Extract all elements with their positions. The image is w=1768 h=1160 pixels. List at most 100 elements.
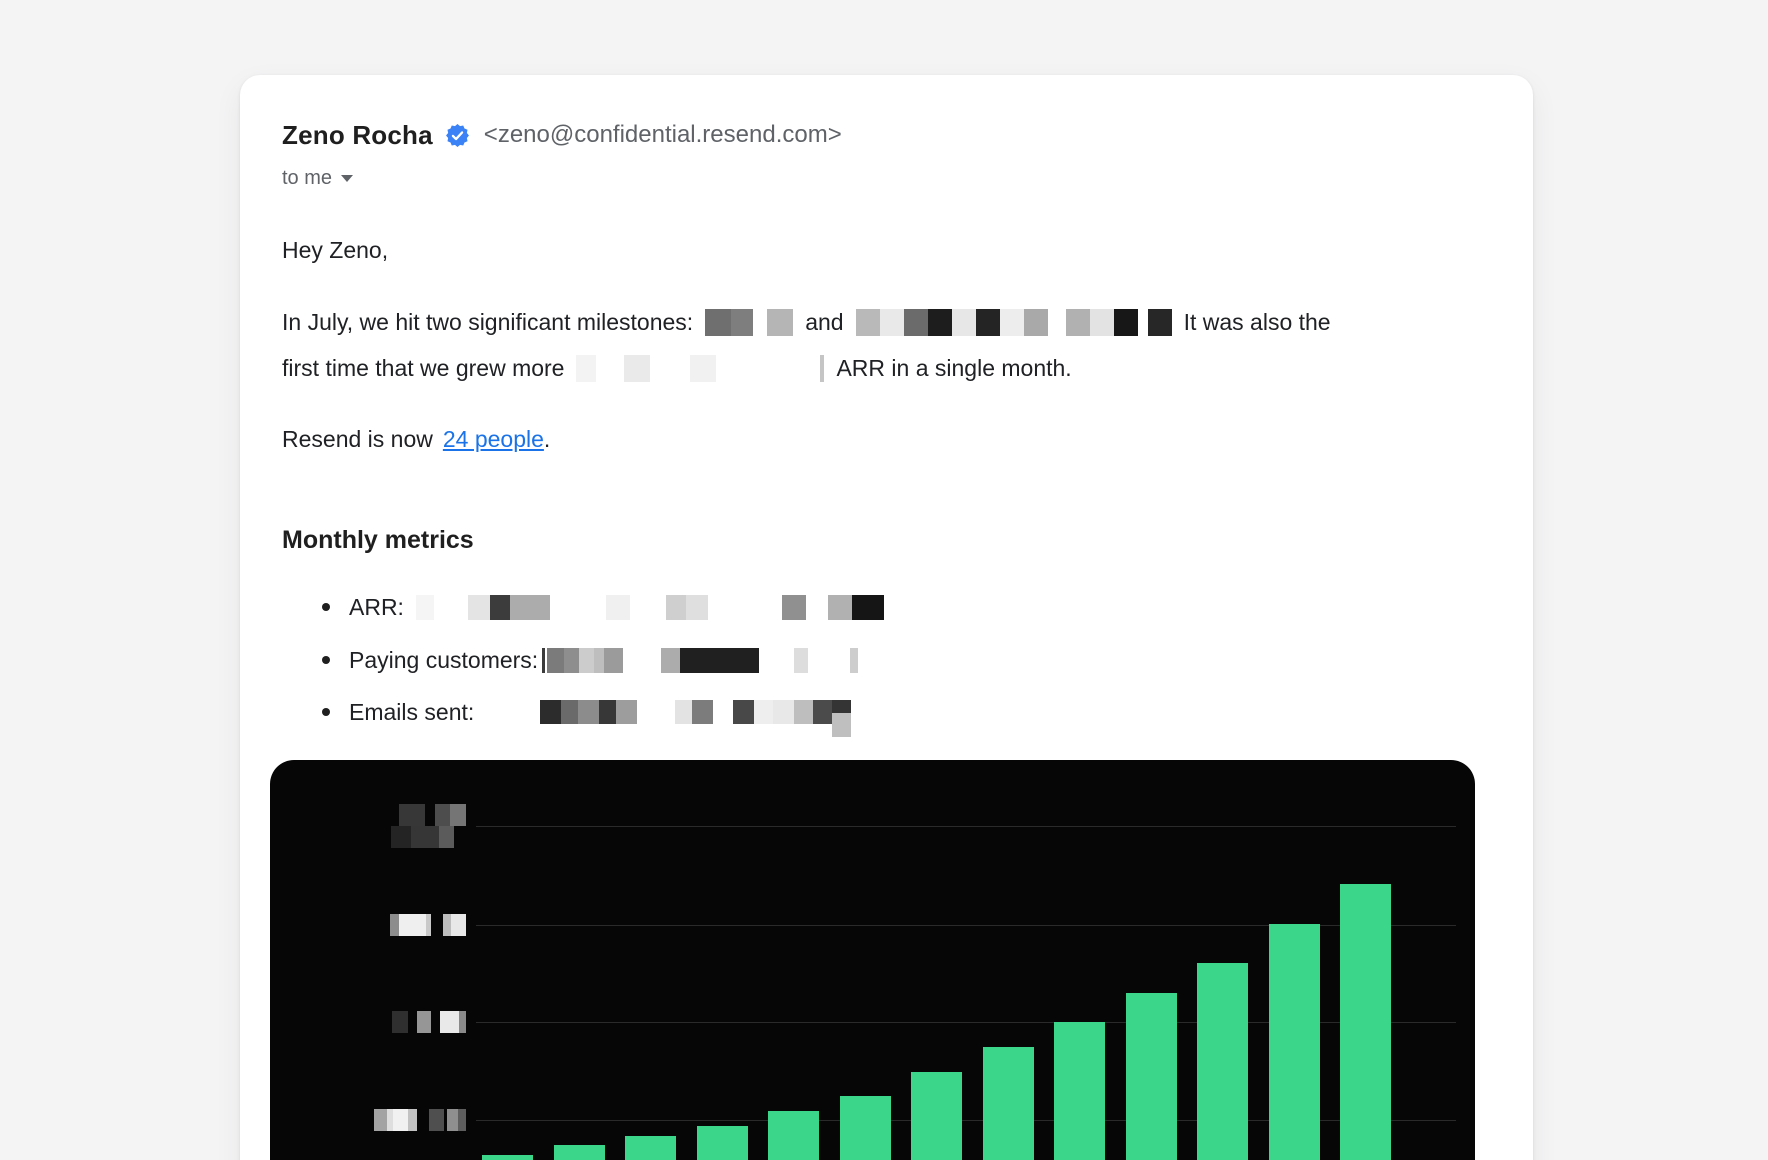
redaction-block [489, 594, 510, 620]
redaction-block [447, 1109, 458, 1131]
redaction-block [605, 594, 630, 620]
redaction-block [827, 594, 852, 620]
body-text: Resend is now [282, 426, 433, 452]
y-axis-label-redacted [340, 804, 466, 848]
redaction-block [1089, 308, 1114, 336]
redaction-block [399, 804, 425, 826]
chart-bar [768, 1111, 819, 1160]
redaction-block [650, 355, 690, 382]
bullet-icon [322, 708, 330, 716]
body-line-1: In July, we hit two significant mileston… [282, 299, 1331, 345]
redaction-block [458, 1109, 466, 1131]
redaction-block [705, 308, 732, 336]
gridline [476, 826, 1456, 827]
chart-bar [625, 1136, 676, 1160]
redaction-block [713, 700, 733, 724]
redaction-block [851, 594, 884, 620]
redaction-block [440, 1011, 459, 1033]
redaction-block [708, 595, 782, 620]
email-card: Zeno Rocha <zeno@confidential.resend.com… [240, 75, 1533, 1160]
redaction-block [387, 1109, 393, 1131]
to-me-dropdown[interactable]: to me [282, 165, 354, 191]
redaction-block [794, 700, 814, 724]
redaction-block [374, 1109, 387, 1131]
redaction-block [467, 594, 490, 620]
chart-bars [270, 760, 1475, 1160]
body-line-2: first time that we grew more ARR in a si… [282, 345, 1072, 391]
redaction-block [417, 1011, 431, 1033]
redaction-block [951, 308, 976, 336]
redaction-block [661, 647, 681, 673]
redaction-block [855, 308, 880, 336]
metrics-chart [270, 760, 1475, 1160]
redaction-block [927, 308, 952, 336]
24-people-link[interactable]: 24 people [442, 426, 544, 452]
redaction-block [429, 1109, 444, 1131]
redaction-row [340, 1109, 466, 1131]
redaction-block [616, 700, 638, 724]
redaction-block [665, 594, 686, 620]
redaction-block [806, 595, 828, 620]
redaction-block [434, 595, 468, 620]
y-axis-label-redacted [340, 1011, 466, 1033]
verified-badge-icon [445, 123, 470, 148]
redaction-block [754, 700, 774, 724]
redaction-block [1065, 308, 1090, 336]
bullet-icon [322, 603, 330, 611]
redaction-block [767, 308, 794, 336]
chart-bar [1340, 884, 1391, 1160]
chart-bar [911, 1072, 962, 1160]
redaction-block [759, 648, 794, 673]
chart-bar [554, 1145, 605, 1160]
sender-name: Zeno Rocha [282, 119, 433, 150]
redaction-block [578, 700, 600, 724]
redaction-block [832, 713, 852, 737]
redaction-block [408, 1109, 417, 1131]
redaction-block [692, 700, 714, 724]
redacted-milestone-2 [855, 308, 1172, 336]
redacted-milestone-1 [705, 308, 794, 336]
gridline [476, 1120, 1456, 1121]
redaction-block [1048, 309, 1066, 336]
redaction-block [999, 308, 1024, 336]
redaction-block [576, 354, 597, 382]
redaction-block [623, 648, 661, 673]
gridline [476, 925, 1456, 926]
redaction-block [564, 647, 580, 673]
redaction-block [415, 594, 434, 620]
redaction-block [561, 700, 579, 724]
redaction-block [393, 1109, 408, 1131]
body-line-3: Resend is now 24 people. [282, 416, 550, 462]
redaction-row [340, 1011, 466, 1033]
redacted-arr-value [415, 594, 884, 620]
body-text: . [543, 426, 551, 452]
metrics-heading: Monthly metrics [282, 525, 474, 554]
redaction-block [813, 700, 833, 724]
redaction-block [391, 826, 411, 848]
redaction-block [624, 354, 651, 382]
redaction-block [675, 700, 693, 724]
redaction-block [550, 595, 606, 620]
chart-bar [1269, 924, 1320, 1160]
redaction-block [450, 804, 466, 826]
redaction-block [411, 826, 439, 848]
redaction-block [753, 309, 767, 336]
y-axis-label-redacted [340, 914, 466, 936]
redaction-block [390, 914, 399, 936]
redaction-block [690, 354, 717, 382]
redaction-block [1113, 308, 1138, 336]
body-text: In July, we hit two significant mileston… [282, 308, 694, 335]
redaction-block [509, 594, 550, 620]
redaction-block [596, 355, 624, 382]
chart-bar [840, 1096, 891, 1160]
to-me-label: to me [282, 166, 333, 189]
redaction-block [1147, 308, 1172, 336]
email-header: Zeno Rocha <zeno@confidential.resend.com… [282, 117, 842, 153]
chart-bar [1054, 1022, 1105, 1160]
redaction-row [340, 914, 466, 936]
metric-item-arr: ARR: [322, 590, 884, 624]
redaction-block [879, 308, 904, 336]
metric-label: Paying customers: [349, 646, 539, 673]
redaction-block [435, 804, 450, 826]
